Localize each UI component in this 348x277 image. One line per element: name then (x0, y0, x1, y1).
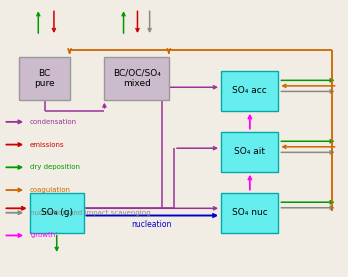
Text: BC
pure: BC pure (34, 68, 55, 88)
Text: nucleation: nucleation (131, 220, 172, 229)
Text: SO₄ (g): SO₄ (g) (41, 208, 72, 217)
FancyBboxPatch shape (19, 57, 70, 100)
Text: 'growth': 'growth' (30, 232, 58, 238)
FancyBboxPatch shape (221, 132, 278, 172)
FancyBboxPatch shape (30, 193, 84, 233)
FancyBboxPatch shape (221, 71, 278, 111)
Text: BC/OC/SO₄
mixed: BC/OC/SO₄ mixed (113, 68, 160, 88)
Text: nucleation and impact scavenging: nucleation and impact scavenging (30, 210, 150, 216)
Text: coagulation: coagulation (30, 187, 71, 193)
Text: condensation: condensation (30, 119, 77, 125)
FancyBboxPatch shape (104, 57, 169, 100)
Text: SO₄ ait: SO₄ ait (234, 147, 265, 156)
Text: emissions: emissions (30, 142, 64, 148)
FancyBboxPatch shape (221, 193, 278, 233)
Text: SO₄ acc: SO₄ acc (232, 86, 267, 95)
Text: dry deposition: dry deposition (30, 164, 80, 170)
Text: SO₄ nuc: SO₄ nuc (232, 208, 268, 217)
